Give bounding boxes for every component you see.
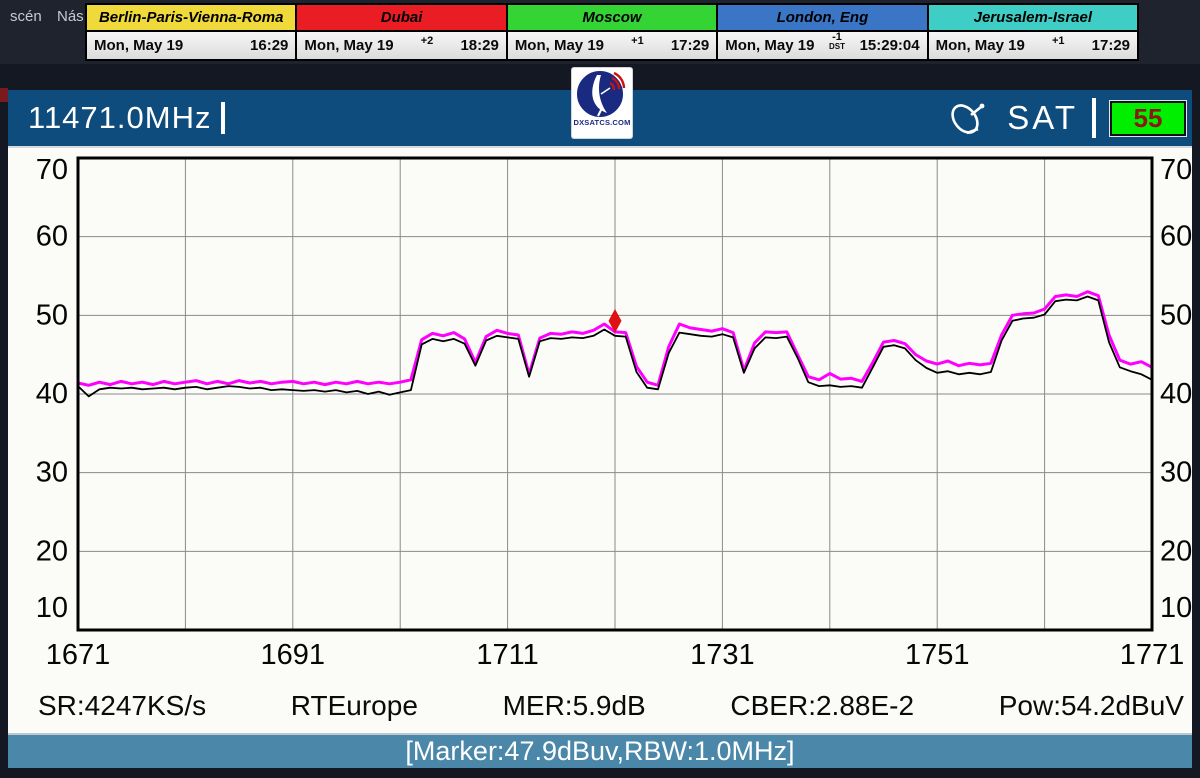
clock-utc-offset: +1 — [1051, 35, 1065, 47]
x-axis-tick-label: 1731 — [690, 639, 755, 671]
sat-separator-bar — [1092, 98, 1096, 138]
dxsatcs-logo-caption: DXSATCS.COM — [573, 118, 631, 127]
y-axis-tick-label-right: 20 — [1160, 535, 1192, 567]
clock-time-row: Mon, May 19 16:29 — [87, 32, 296, 59]
clock-time-row: Mon, May 19 +1 17:29 — [507, 32, 717, 59]
y-axis-tick-label-right: 60 — [1160, 221, 1192, 253]
clock-date: Mon, May 19 — [725, 37, 815, 54]
clock-date: Mon, May 19 — [935, 37, 1025, 54]
x-axis-tick-label: 1671 — [46, 639, 111, 671]
clock-column: Dubai Mon, May 19 +2 18:29 — [297, 5, 506, 59]
y-axis-tick-label-left: 60 — [36, 221, 68, 253]
top-strip: scén Nás Berlin-Paris-Vienna-Roma Mon, M… — [0, 0, 1200, 64]
mer-readout: MER:5.9dB — [502, 689, 646, 721]
power-readout: Pow:54.2dBuV — [998, 689, 1184, 721]
marker-diamond[interactable] — [608, 308, 622, 333]
frequency-cursor — [221, 102, 226, 134]
clock-city-name: London, Eng — [718, 5, 927, 32]
window-edge-fragment — [0, 88, 8, 102]
menu-item-scene[interactable]: scén — [10, 8, 42, 25]
y-axis-tick-label-left: 30 — [36, 457, 68, 489]
frequency-readout[interactable]: 11471.0MHz — [28, 100, 212, 135]
symbol-rate-readout: SR:4247KS/s — [38, 689, 207, 721]
y-axis-tick-label-right: 70 — [1160, 154, 1192, 186]
dxsatcs-logo-icon — [577, 71, 626, 117]
x-axis-tick-label: 1771 — [1120, 639, 1185, 671]
clock-column: Berlin-Paris-Vienna-Roma Mon, May 19 16:… — [87, 5, 296, 59]
clock-time: 15:29:04 — [859, 37, 920, 54]
spectrum-chart-area[interactable]: 10 10 20 20 30 30 40 40 50 50 60 60 70 70 1671 1691 1711… — [8, 146, 1192, 733]
menu-item-tools[interactable]: Nás — [57, 8, 84, 25]
clock-date: Mon, May 19 — [304, 37, 394, 54]
clock-time-row: Mon, May 19 +1 17:29 — [928, 32, 1138, 59]
y-axis-tick-label-right: 50 — [1160, 299, 1192, 331]
clock-time: 16:29 — [250, 37, 289, 54]
clock-column: Jerusalem-Israel Mon, May 19 +1 17:29 — [928, 5, 1138, 59]
plot-border — [76, 156, 1154, 632]
clock-utc-offset: +1 — [631, 35, 644, 47]
clock-date: Mon, May 19 — [514, 37, 604, 54]
y-axis-tick-label-right: 30 — [1160, 457, 1192, 489]
signal-info-row: SR:4247KS/s RTEurope MER:5.9dB CBER:2.88… — [8, 678, 1192, 733]
sat-count-badge: 55 — [1109, 99, 1187, 137]
clock-utc-offset: -1 DST — [828, 31, 845, 51]
world-clock-bar: Berlin-Paris-Vienna-Roma Mon, May 19 16:… — [85, 3, 1139, 61]
clock-city-name: Jerusalem-Israel — [928, 5, 1138, 32]
y-axis-tick-label-left: 10 — [36, 592, 68, 624]
cber-readout: CBER:2.88E-2 — [730, 689, 915, 721]
sat-label: SAT — [1007, 99, 1078, 136]
marker-status-bar: [Marker:47.9dBuv,RBW:1.0MHz] — [8, 733, 1192, 768]
y-axis-tick-label-left: 50 — [36, 299, 68, 331]
clock-time: 17:29 — [1091, 37, 1131, 54]
clock-time-row: Mon, May 19 -1 DST 15:29:04 — [718, 31, 927, 59]
x-axis-tick-label: 1691 — [261, 639, 326, 671]
network-name: RTEurope — [290, 689, 418, 721]
spectrum-chart[interactable]: 10 10 20 20 30 30 40 40 50 50 60 60 70 70 1671 1691 1711… — [8, 148, 1192, 678]
clock-city-name: Dubai — [297, 5, 506, 32]
clock-time: 18:29 — [460, 37, 499, 54]
satellite-dish-icon — [951, 103, 985, 135]
clock-utc-offset: +2 — [420, 35, 434, 47]
y-axis-tick-label-right: 10 — [1160, 592, 1192, 624]
clock-date: Mon, May 19 — [94, 37, 184, 54]
dxsatcs-logo: DXSATCS.COM — [572, 68, 632, 138]
clock-column: London, Eng Mon, May 19 -1 DST 15:29:04 — [718, 5, 927, 59]
clock-time-row: Mon, May 19 +2 18:29 — [297, 32, 506, 59]
y-axis-tick-label-right: 40 — [1160, 378, 1192, 410]
header-right-group: SAT 55 — [945, 90, 1187, 146]
y-axis-tick-label-left: 40 — [36, 378, 68, 410]
y-axis-tick-label-left: 20 — [36, 535, 68, 567]
clock-city-name: Moscow — [507, 5, 717, 32]
clock-column: Moscow Mon, May 19 +1 17:29 — [507, 5, 717, 59]
marker-status-text: [Marker:47.9dBuv,RBW:1.0MHz] — [405, 736, 795, 766]
clock-time: 17:29 — [670, 37, 710, 54]
x-axis-tick-label: 1751 — [905, 639, 970, 671]
y-axis-tick-label-left: 70 — [36, 154, 68, 186]
spectrum-reference-trace — [77, 295, 1153, 398]
x-axis-tick-label: 1711 — [476, 639, 538, 671]
clock-city-name: Berlin-Paris-Vienna-Roma — [87, 5, 296, 32]
spectrum-analyzer-panel: 11471.0MHz SAT 55 10 10 20 20 30 30 40 40 50 50 60… — [8, 90, 1192, 768]
